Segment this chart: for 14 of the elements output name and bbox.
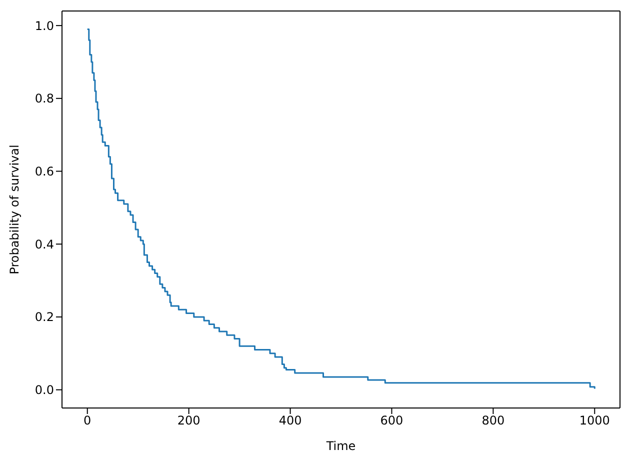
x-tick-label: 600	[380, 414, 404, 428]
x-tick-label: 200	[177, 414, 200, 428]
x-tick-label: 1000	[579, 414, 610, 428]
x-axis-title: Time	[325, 439, 356, 453]
y-tick-label: 0.0	[34, 383, 54, 398]
y-tick-label: 0.2	[34, 310, 54, 324]
y-tick-label: 1.0	[34, 18, 54, 33]
x-tick-label: 800	[482, 414, 505, 428]
y-axis-title: Probability of survival	[7, 144, 22, 274]
x-tick-label: 400	[278, 414, 302, 428]
y-tick-label: 0.8	[34, 92, 54, 106]
y-tick-label: 0.6	[34, 164, 54, 179]
y-tick-label: 0.4	[34, 237, 54, 252]
x-tick-label: 0	[84, 414, 92, 428]
